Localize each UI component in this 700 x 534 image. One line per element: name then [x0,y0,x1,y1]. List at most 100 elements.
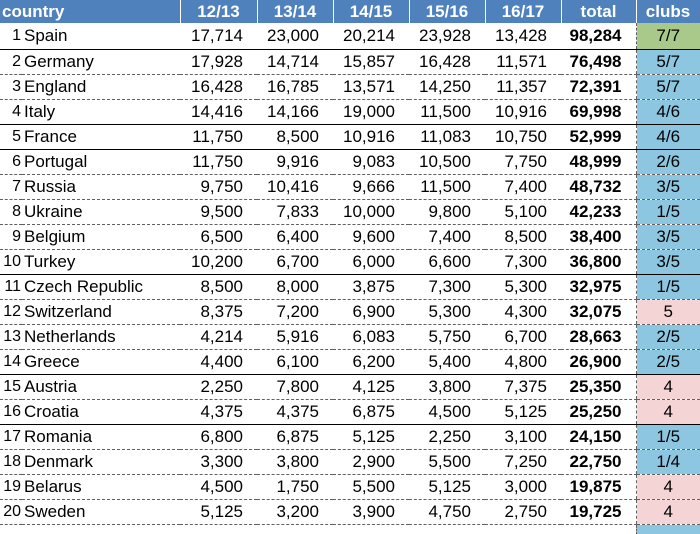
season-15-16-cell[interactable]: 6,600 [409,249,485,275]
season-16-17-cell[interactable]: 11,571 [485,49,561,75]
season-12-13-cell[interactable]: 4,400 [180,349,257,375]
clubs-cell[interactable]: 7/7 [635,23,700,50]
season-12-13-cell[interactable]: 8,500 [180,274,257,300]
header-total[interactable]: total [561,0,637,23]
total-cell[interactable]: 69,998 [561,99,636,125]
rank-cell[interactable]: 10 [0,249,22,275]
country-cell[interactable]: Sweden [22,499,180,525]
season-16-17-cell[interactable]: 11,357 [485,74,561,100]
season-12-13-cell[interactable]: 4,375 [180,399,257,425]
season-15-16-cell[interactable]: 4,500 [409,399,485,425]
rank-cell[interactable]: 8 [0,199,22,225]
season-15-16-cell[interactable]: 7,400 [409,224,485,250]
season-12-13-cell[interactable]: 3,300 [180,449,257,475]
rank-cell[interactable]: 3 [0,74,22,100]
season-12-13-cell[interactable]: 8,375 [180,299,257,325]
clubs-cell[interactable]: 1/5 [635,199,700,225]
season-14-15-cell[interactable]: 6,083 [333,324,409,350]
rank-cell[interactable]: 11 [0,274,22,300]
season-15-16-cell[interactable]: 5,750 [409,324,485,350]
country-cell[interactable]: Switzerland [22,299,180,325]
country-cell[interactable]: Germany [22,49,180,75]
total-cell[interactable]: 76,498 [561,49,636,75]
season-14-15-cell[interactable]: 15,857 [333,49,409,75]
clubs-cell[interactable]: 3/5 [635,249,700,275]
season-15-16-cell[interactable]: 23,928 [409,23,485,50]
season-13-14-cell[interactable]: 7,800 [257,374,333,400]
total-cell[interactable]: 28,663 [561,324,636,350]
season-16-17-cell[interactable]: 7,300 [485,249,561,275]
season-12-13-cell[interactable]: 11,750 [180,124,257,150]
season-12-13-cell[interactable]: 6,800 [180,424,257,450]
season-14-15-cell[interactable]: 6,900 [333,299,409,325]
header-season-12-13[interactable]: 12/13 [180,0,258,23]
season-14-15-cell[interactable]: 9,600 [333,224,409,250]
clubs-cell[interactable]: 4 [635,474,700,500]
season-15-16-cell[interactable]: 2,250 [409,424,485,450]
season-12-13-cell[interactable]: 5,125 [180,499,257,525]
rank-cell[interactable]: 15 [0,374,22,400]
season-15-16-cell[interactable]: 5,400 [409,349,485,375]
season-13-14-cell[interactable]: 23,000 [257,23,333,50]
header-season-14-15[interactable]: 14/15 [333,0,410,23]
season-16-17-cell[interactable]: 4,800 [485,349,561,375]
clubs-cell[interactable]: 2/6 [635,149,700,175]
country-cell[interactable]: Belarus [22,474,180,500]
season-14-15-cell[interactable]: 3,875 [333,274,409,300]
season-12-13-cell[interactable]: 16,428 [180,74,257,100]
total-cell[interactable]: 22,750 [561,449,636,475]
total-cell[interactable]: 25,350 [561,374,636,400]
clubs-cell[interactable]: 3/5 [635,174,700,200]
country-cell[interactable]: Greece [22,349,180,375]
season-13-14-cell[interactable]: 3,800 [257,449,333,475]
rank-cell[interactable]: 9 [0,224,22,250]
country-cell[interactable]: Austria [22,374,180,400]
season-14-15-cell[interactable]: 6,875 [333,399,409,425]
rank-cell[interactable]: 14 [0,349,22,375]
country-cell[interactable]: Portugal [22,149,180,175]
country-cell[interactable]: Czech Republic [22,274,180,300]
total-cell[interactable]: 19,875 [561,474,636,500]
rank-cell[interactable]: 12 [0,299,22,325]
clubs-cell[interactable]: 1/5 [635,424,700,450]
season-14-15-cell[interactable]: 2,900 [333,449,409,475]
season-16-17-cell[interactable]: 8,500 [485,224,561,250]
season-13-14-cell[interactable]: 14,166 [257,99,333,125]
season-14-15-cell[interactable]: 5,500 [333,474,409,500]
season-13-14-cell[interactable]: 6,400 [257,224,333,250]
season-12-13-cell[interactable]: 14,416 [180,99,257,125]
country-cell[interactable]: England [22,74,180,100]
country-cell[interactable]: Croatia [22,399,180,425]
country-cell[interactable]: Denmark [22,449,180,475]
clubs-cell[interactable]: 4 [635,399,700,425]
season-14-15-cell[interactable]: 10,000 [333,199,409,225]
clubs-cell[interactable]: 5 [635,299,700,325]
total-cell[interactable]: 38,400 [561,224,636,250]
country-cell[interactable]: Spain [22,23,180,50]
season-15-16-cell[interactable]: 16,428 [409,49,485,75]
season-12-13-cell[interactable]: 4,214 [180,324,257,350]
header-season-13-14[interactable]: 13/14 [257,0,334,23]
season-12-13-cell[interactable]: 11,750 [180,149,257,175]
clubs-cell[interactable]: 4 [635,499,700,525]
country-cell[interactable]: Netherlands [22,324,180,350]
total-cell[interactable]: 52,999 [561,124,636,150]
season-13-14-cell[interactable]: 8,000 [257,274,333,300]
season-15-16-cell[interactable]: 9,800 [409,199,485,225]
season-14-15-cell[interactable]: 4,125 [333,374,409,400]
season-15-16-cell[interactable]: 5,300 [409,299,485,325]
season-16-17-cell[interactable]: 5,100 [485,199,561,225]
header-country[interactable]: country [0,0,181,23]
season-12-13-cell[interactable]: 17,714 [180,23,257,50]
season-13-14-cell[interactable]: 10,416 [257,174,333,200]
season-15-16-cell[interactable]: 10,500 [409,149,485,175]
rank-cell[interactable]: 6 [0,149,22,175]
rank-cell[interactable]: 17 [0,424,22,450]
total-cell[interactable]: 25,250 [561,399,636,425]
season-15-16-cell[interactable]: 4,750 [409,499,485,525]
season-13-14-cell[interactable]: 6,100 [257,349,333,375]
season-16-17-cell[interactable]: 3,100 [485,424,561,450]
total-cell[interactable]: 19,725 [561,499,636,525]
season-13-14-cell[interactable]: 6,700 [257,249,333,275]
season-14-15-cell[interactable]: 19,000 [333,99,409,125]
